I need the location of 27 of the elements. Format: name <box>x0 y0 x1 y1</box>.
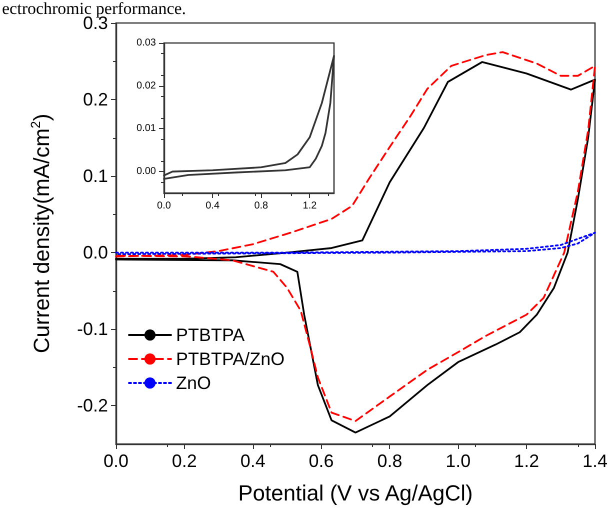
x-tick-label: 0.6 <box>308 451 334 471</box>
y-tick-label: 0.02 <box>136 80 156 92</box>
x-tick-label: 0.0 <box>157 200 172 212</box>
y-tick-label: 0.03 <box>136 38 156 48</box>
x-tick-label: 0.8 <box>254 200 269 212</box>
legend-label: PTBTPA/ZnO <box>176 349 285 369</box>
y-tick-label: 0.2 <box>82 90 108 110</box>
x-tick-label: 1.2 <box>514 451 540 471</box>
line-series <box>115 232 596 256</box>
x-tick-label: 1.4 <box>582 451 608 471</box>
x-tick-label: 0.4 <box>240 451 266 471</box>
x-tick-label: 1.2 <box>302 200 318 212</box>
x-axis-title: Potential (V vs Ag/AgCl) <box>238 480 473 506</box>
y-tick-label: -0.2 <box>76 396 108 416</box>
legend-label: ZnO <box>176 373 212 393</box>
x-tick-label: 0.0 <box>103 451 129 471</box>
y-axis-title: Current density(mA/cm2) <box>28 114 54 354</box>
x-tick-label: 0.2 <box>172 451 197 471</box>
y-tick-label: 0.01 <box>136 123 156 134</box>
x-tick-label: 1.0 <box>446 451 471 471</box>
y-tick-label: -0.1 <box>76 319 108 340</box>
x-tick-label: 0.4 <box>206 200 220 212</box>
y-tick-label: 0.0 <box>82 242 108 263</box>
x-tick-label: 0.8 <box>377 451 402 471</box>
y-tick-label: 0.00 <box>136 166 156 178</box>
y-tick-label: 0.1 <box>82 166 108 186</box>
legend-label: PTBTPA <box>176 325 245 345</box>
